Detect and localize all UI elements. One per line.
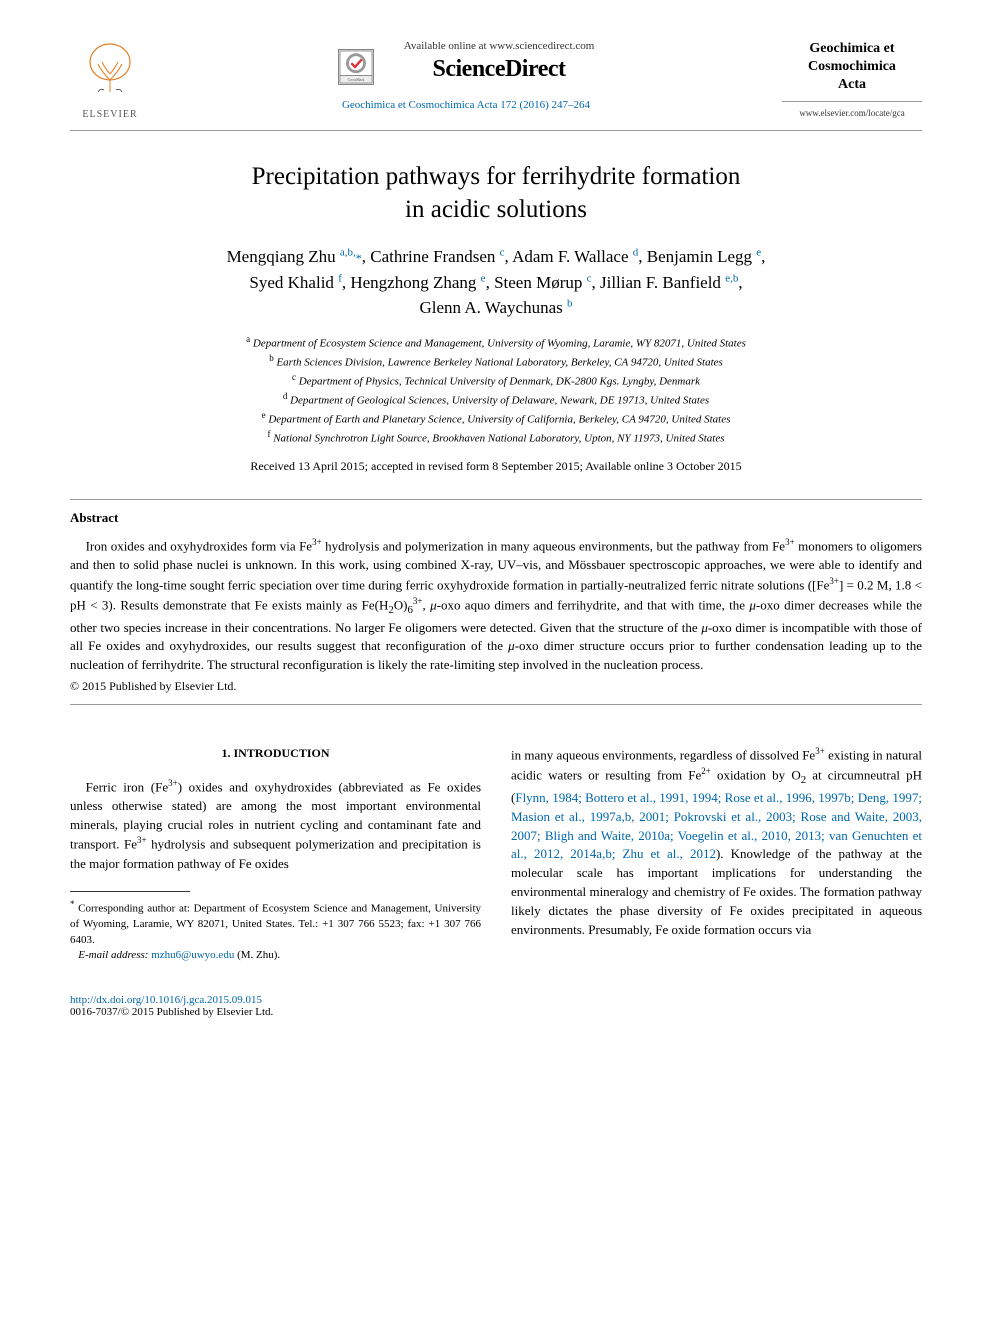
body-columns: 1. INTRODUCTION Ferric iron (Fe3+) oxide… (70, 745, 922, 963)
journal-box: Geochimica et Cosmochimica Acta www.else… (782, 40, 922, 118)
title-line2: in acidic solutions (405, 196, 587, 223)
svg-text:CrossMark: CrossMark (347, 78, 364, 82)
elsevier-logo: ELSEVIER (70, 40, 150, 120)
intro-paragraph: Ferric iron (Fe3+) oxides and oxyhydroxi… (70, 777, 481, 874)
section-1-heading: 1. INTRODUCTION (70, 745, 481, 762)
elsevier-tree-icon (80, 40, 140, 100)
sciencedirect-logo: ScienceDirect (404, 56, 595, 83)
article-title: Precipitation pathways for ferrihydrite … (70, 161, 922, 226)
journal-name-l1: Geochimica et (809, 41, 894, 56)
email-link[interactable]: mzhu6@uwyo.edu (151, 949, 234, 961)
center-header: CrossMark Available online at www.scienc… (150, 40, 782, 111)
doi-link[interactable]: http://dx.doi.org/10.1016/j.gca.2015.09.… (70, 994, 922, 1006)
email-footnote: E-mail address: mzhu6@uwyo.edu (M. Zhu). (70, 948, 481, 963)
column-right: in many aqueous environments, regardless… (511, 745, 922, 963)
title-line1: Precipitation pathways for ferrihydrite … (252, 163, 741, 190)
abstract-body: Iron oxides and oxyhydroxides form via F… (70, 536, 922, 675)
footnote-rule (70, 891, 190, 892)
footer-publisher: 0016-7037/© 2015 Published by Elsevier L… (70, 1006, 922, 1018)
title-rule (70, 130, 922, 131)
column-left: 1. INTRODUCTION Ferric iron (Fe3+) oxide… (70, 745, 481, 963)
abstract-bottom-rule (70, 704, 922, 705)
copyright: © 2015 Published by Elsevier Ltd. (70, 679, 922, 694)
elsevier-label: ELSEVIER (70, 109, 150, 120)
abstract-top-rule (70, 499, 922, 500)
journal-name-l2: Cosmochimica (808, 59, 896, 74)
intro-paragraph-continued: in many aqueous environments, regardless… (511, 745, 922, 940)
available-online-text: Available online at www.sciencedirect.co… (404, 40, 595, 52)
corresponding-author-footnote: * Corresponding author at: Department of… (70, 898, 481, 948)
journal-name-l3: Acta (838, 77, 866, 92)
header: ELSEVIER CrossMark Available online at w… (70, 40, 922, 120)
article-dates: Received 13 April 2015; accepted in revi… (70, 459, 922, 474)
affiliations: a Department of Ecosystem Science and Ma… (70, 333, 922, 447)
citation-link[interactable]: Geochimica et Cosmochimica Acta 172 (201… (170, 99, 762, 111)
journal-url: www.elsevier.com/locate/gca (782, 108, 922, 118)
footer: http://dx.doi.org/10.1016/j.gca.2015.09.… (70, 994, 922, 1018)
abstract-heading: Abstract (70, 510, 922, 526)
crossmark-icon[interactable]: CrossMark (338, 49, 374, 85)
authors: Mengqiang Zhu a,b,*, Cathrine Frandsen c… (70, 244, 922, 321)
